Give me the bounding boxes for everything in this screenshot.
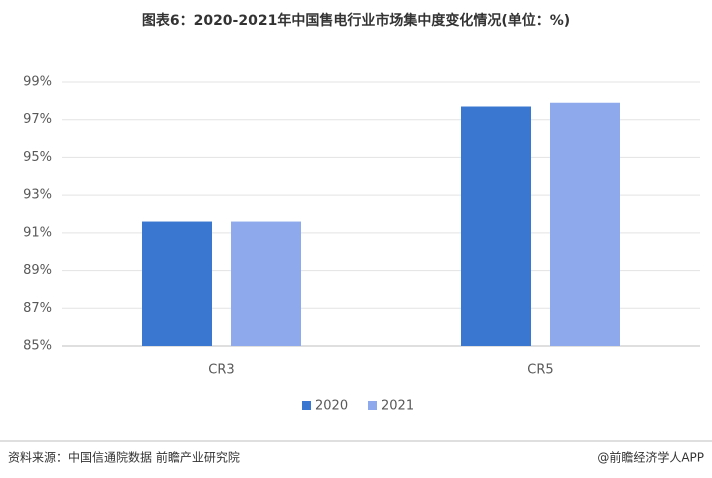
x-tick-label: CR5 (527, 363, 553, 378)
y-tick-label: 91% (23, 225, 52, 240)
y-tick-label: 89% (23, 263, 52, 278)
x-tick-label: CR3 (208, 363, 234, 378)
y-tick-label: 85% (23, 339, 52, 354)
legend-label: 2021 (381, 399, 414, 414)
y-tick-label: 95% (23, 150, 52, 165)
bar (231, 221, 301, 346)
bar (550, 102, 620, 346)
source: 资料来源：中国信通院数据 前瞻产业研究院 (8, 450, 240, 465)
bar (461, 106, 531, 346)
legend-swatch (302, 401, 311, 410)
y-tick-label: 99% (23, 75, 52, 90)
chart-title: 图表6：2020-2021年中国售电行业市场集中度变化情况(单位：%) (142, 12, 570, 29)
bar (142, 221, 212, 346)
legend-label: 2020 (315, 399, 348, 414)
y-tick-label: 97% (23, 112, 52, 127)
legend-swatch (368, 401, 377, 410)
credit: @前瞻经济学人APP (597, 450, 704, 465)
y-tick-label: 93% (23, 188, 52, 203)
y-tick-label: 87% (23, 301, 52, 316)
